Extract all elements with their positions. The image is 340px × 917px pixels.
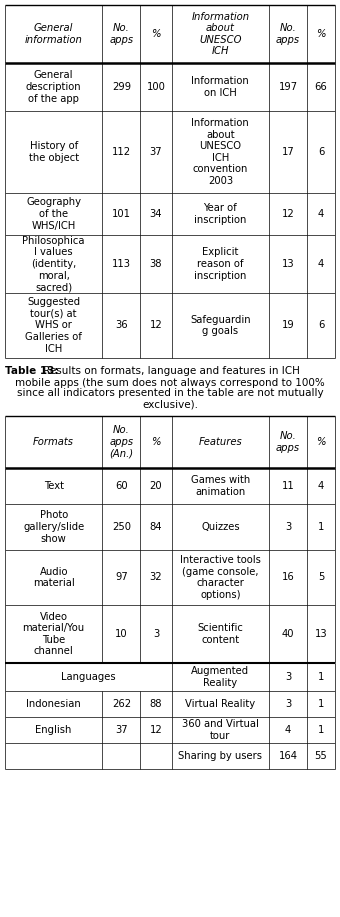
Text: 20: 20: [150, 481, 162, 491]
Text: Augmented
Reality: Augmented Reality: [191, 666, 249, 688]
Text: 60: 60: [115, 481, 128, 491]
Text: Table 13:: Table 13:: [5, 367, 58, 377]
Text: 40: 40: [282, 629, 294, 639]
Text: Sharing by users: Sharing by users: [178, 751, 262, 761]
Text: 4: 4: [318, 259, 324, 269]
Text: 97: 97: [115, 572, 128, 582]
Text: 100: 100: [147, 82, 166, 92]
Text: Virtual Reality: Virtual Reality: [185, 699, 255, 709]
Text: 37: 37: [115, 725, 128, 735]
Text: Results on formats, language and features in ICH: Results on formats, language and feature…: [40, 367, 300, 377]
Text: 84: 84: [150, 522, 162, 532]
Text: 360 and Virtual
tour: 360 and Virtual tour: [182, 719, 259, 741]
Text: 37: 37: [150, 147, 162, 157]
Text: 1: 1: [318, 725, 324, 735]
Text: 101: 101: [112, 209, 131, 219]
Text: No.
apps: No. apps: [276, 431, 300, 453]
Text: 250: 250: [112, 522, 131, 532]
Text: No.
apps: No. apps: [276, 23, 300, 45]
Text: exclusive).: exclusive).: [142, 400, 198, 410]
Text: 6: 6: [318, 321, 324, 330]
Text: 55: 55: [314, 751, 327, 761]
Text: 16: 16: [282, 572, 294, 582]
Text: General
description
of the app: General description of the app: [26, 71, 82, 104]
Text: since all indicators presented in the table are not mutually: since all indicators presented in the ta…: [17, 389, 323, 399]
Text: 1: 1: [318, 699, 324, 709]
Text: 5: 5: [318, 572, 324, 582]
Text: 12: 12: [282, 209, 294, 219]
Text: 113: 113: [112, 259, 131, 269]
Text: 112: 112: [112, 147, 131, 157]
Text: 88: 88: [150, 699, 162, 709]
Text: Geography
of the
WHS/ICH: Geography of the WHS/ICH: [26, 197, 81, 230]
Text: Photo
gallery/slide
show: Photo gallery/slide show: [23, 511, 84, 544]
Text: Video
material/You
Tube
channel: Video material/You Tube channel: [23, 612, 85, 657]
Text: %: %: [151, 437, 161, 447]
Text: Safeguardin
g goals: Safeguardin g goals: [190, 315, 251, 337]
Text: Information
about
UNESCO
ICH
convention
2003: Information about UNESCO ICH convention …: [191, 118, 249, 186]
Text: 4: 4: [285, 725, 291, 735]
Text: Features: Features: [199, 437, 242, 447]
Text: Information
about
UNESCO
ICH: Information about UNESCO ICH: [191, 12, 249, 57]
Text: No.
apps: No. apps: [109, 23, 133, 45]
Text: 12: 12: [150, 725, 163, 735]
Text: 13: 13: [282, 259, 294, 269]
Text: 34: 34: [150, 209, 162, 219]
Text: 1: 1: [318, 672, 324, 682]
Text: 11: 11: [282, 481, 294, 491]
Text: 36: 36: [115, 321, 128, 330]
Text: Languages: Languages: [61, 672, 116, 682]
Text: History of
the object: History of the object: [29, 141, 79, 163]
Text: 19: 19: [282, 321, 294, 330]
Text: Interactive tools
(game console,
character
options): Interactive tools (game console, charact…: [180, 555, 261, 600]
Text: 164: 164: [278, 751, 298, 761]
Text: Text: Text: [44, 481, 64, 491]
Text: 262: 262: [112, 699, 131, 709]
Text: Indonesian: Indonesian: [26, 699, 81, 709]
Text: 13: 13: [314, 629, 327, 639]
Text: 4: 4: [318, 481, 324, 491]
Text: mobile apps (the sum does not always correspond to 100%: mobile apps (the sum does not always cor…: [15, 378, 325, 388]
Text: 66: 66: [314, 82, 327, 92]
Text: Formats: Formats: [33, 437, 74, 447]
Text: %: %: [316, 29, 326, 39]
Text: Quizzes: Quizzes: [201, 522, 240, 532]
Text: Games with
animation: Games with animation: [191, 475, 250, 497]
Text: Year of
inscription: Year of inscription: [194, 204, 246, 225]
Text: %: %: [316, 437, 326, 447]
Text: Information
on ICH: Information on ICH: [191, 76, 249, 98]
Text: 17: 17: [282, 147, 294, 157]
Text: 6: 6: [318, 147, 324, 157]
Text: Explicit
reason of
inscription: Explicit reason of inscription: [194, 248, 246, 281]
Text: Audio
material: Audio material: [33, 567, 74, 589]
Text: 3: 3: [285, 522, 291, 532]
Text: 12: 12: [150, 321, 163, 330]
Text: 3: 3: [153, 629, 159, 639]
Text: 38: 38: [150, 259, 162, 269]
Text: No.
apps
(An.): No. apps (An.): [109, 425, 133, 458]
Text: Philosophica
l values
(identity,
moral,
sacred): Philosophica l values (identity, moral, …: [22, 236, 85, 293]
Text: 299: 299: [112, 82, 131, 92]
Text: %: %: [151, 29, 161, 39]
Text: Scientific
content: Scientific content: [198, 624, 243, 645]
Text: General
information: General information: [25, 23, 83, 45]
Text: Suggested
tour(s) at
WHS or
Galleries of
ICH: Suggested tour(s) at WHS or Galleries of…: [25, 297, 82, 354]
Text: 10: 10: [115, 629, 128, 639]
Text: 1: 1: [318, 522, 324, 532]
Text: 4: 4: [318, 209, 324, 219]
Text: 3: 3: [285, 672, 291, 682]
Text: English: English: [35, 725, 72, 735]
Text: 197: 197: [278, 82, 298, 92]
Text: 32: 32: [150, 572, 162, 582]
Text: 3: 3: [285, 699, 291, 709]
